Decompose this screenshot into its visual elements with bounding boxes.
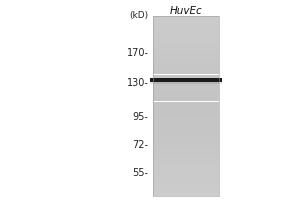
Bar [153,47,219,52]
Bar [153,129,219,133]
Bar [153,160,219,164]
Bar [153,70,219,74]
Text: 55-: 55- [133,168,148,178]
Bar [153,146,219,151]
Bar [153,56,219,61]
Bar [153,16,219,21]
Bar [153,110,219,115]
Bar [153,142,219,146]
Bar [153,52,219,56]
Bar [153,97,219,101]
Text: 72-: 72- [133,140,148,150]
Text: HuvEc: HuvEc [169,6,202,16]
Bar [153,187,219,192]
Bar [153,133,219,138]
Bar [153,43,219,47]
Text: (kD): (kD) [129,11,148,20]
Bar [153,34,219,38]
Bar [153,66,219,70]
Bar [153,21,219,25]
Bar [153,25,219,29]
Text: 130-: 130- [127,78,148,88]
Text: 95-: 95- [133,112,148,122]
Bar [153,178,219,182]
Bar [153,115,219,119]
Bar [153,16,219,196]
Bar [153,88,219,92]
Bar [153,38,219,43]
Bar [150,82,222,84]
Bar [153,156,219,160]
Bar [153,106,219,110]
Bar [153,61,219,66]
Bar [153,74,219,79]
Bar [153,119,219,124]
Bar [153,192,219,196]
Bar [153,102,219,106]
Bar [153,92,219,97]
Bar [153,173,219,178]
Bar [153,164,219,169]
Bar [150,78,222,82]
Bar [153,29,219,34]
Bar [153,151,219,156]
Bar [153,138,219,142]
Bar [153,169,219,173]
Bar [153,182,219,187]
Bar [153,84,219,88]
Text: 170-: 170- [127,48,148,58]
Bar [153,79,219,84]
Bar [153,124,219,128]
